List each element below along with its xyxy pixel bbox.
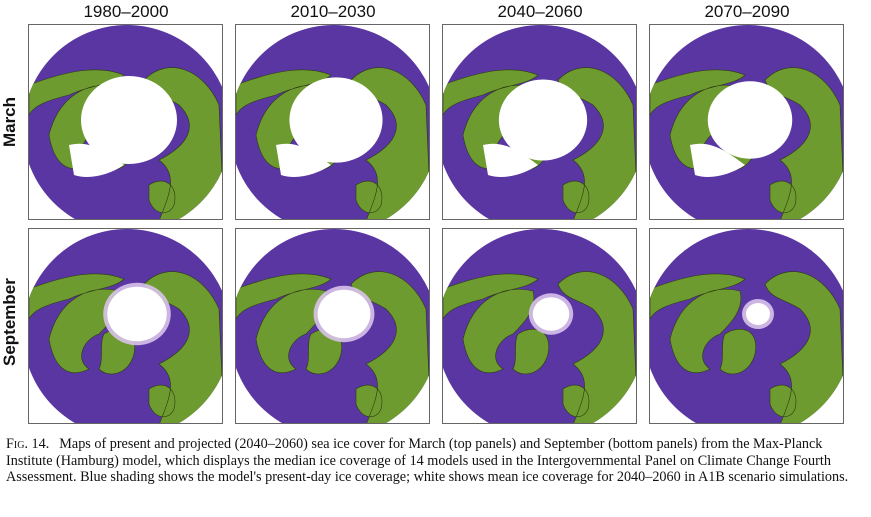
sea-ice-margin [276,143,331,177]
map-panel-march-2 [235,24,430,220]
land [443,271,636,423]
row-label-september: September [0,278,19,366]
map-panel-march-4 [649,24,844,220]
sea-ice-margin [69,143,124,177]
caption-text: Maps of present and projected (2040–2060… [6,436,849,486]
sea-ice [498,79,588,161]
figure-caption: Fig. 14. Maps of present and projected (2… [6,436,864,486]
map-panel-september-3 [442,228,637,424]
sea-ice [81,76,177,164]
sea-ice [317,289,371,339]
sea-ice-margin [690,143,745,177]
land [236,271,429,423]
figure-label: Fig. 14. [6,436,50,452]
sea-ice [289,77,383,163]
sea-ice [746,303,770,325]
map-panel-september-1 [28,228,223,424]
column-title-2070-2090: 2070–2090 [704,2,790,21]
map-panel-september-4 [649,228,844,424]
map-panel-september-2 [235,228,430,424]
sea-ice [532,297,570,331]
sea-ice-margin [483,143,538,177]
column-title-1980-2000: 1980–2000 [83,2,169,21]
sea-ice [707,81,793,159]
column-title-2010-2030: 2010–2030 [290,2,376,21]
sea-ice [107,286,167,342]
column-title-2040-2060: 2040–2060 [497,2,583,21]
land [650,271,843,423]
row-label-march: March [0,96,19,148]
land [29,271,222,423]
map-panel-march-3 [442,24,637,220]
map-panel-march-1 [28,24,223,220]
